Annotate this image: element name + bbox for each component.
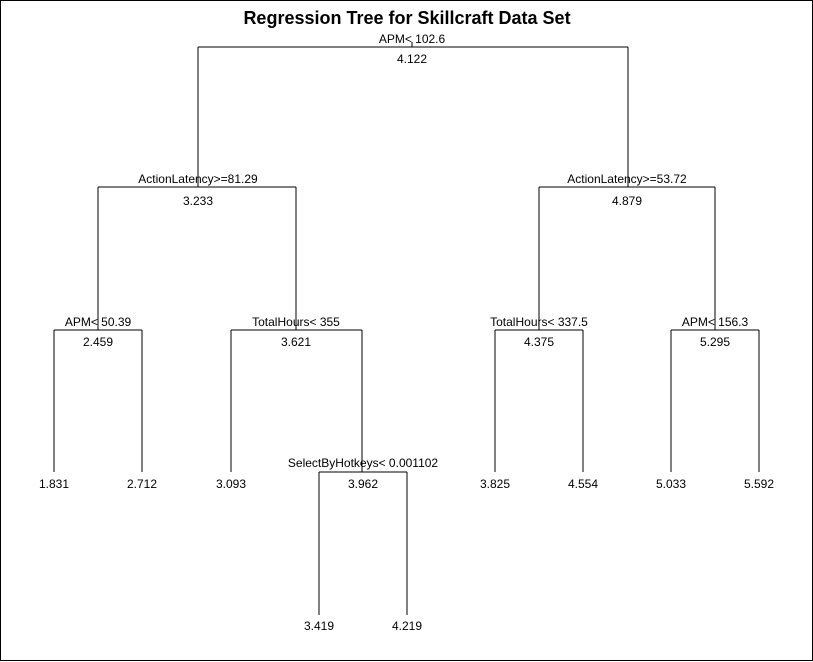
value-rl: 4.375 bbox=[524, 335, 554, 349]
value-ll: 2.459 bbox=[83, 335, 113, 349]
chart-title: Regression Tree for Skillcraft Data Set bbox=[243, 8, 570, 28]
leaf-value: 3.825 bbox=[480, 477, 510, 491]
edge-lr bbox=[230, 329, 363, 472]
edge-lrr bbox=[318, 471, 408, 615]
leaf-value: 2.712 bbox=[127, 477, 157, 491]
leaf-value: 3.093 bbox=[216, 477, 246, 491]
value-rr: 5.295 bbox=[700, 335, 730, 349]
split-lr: TotalHours< 355 bbox=[252, 315, 340, 329]
split-ll: APM< 50.39 bbox=[65, 315, 132, 329]
leaf-value: 3.419 bbox=[304, 619, 334, 633]
value-lr: 3.621 bbox=[281, 335, 311, 349]
value-root: 4.122 bbox=[397, 52, 427, 66]
split-r: ActionLatency>=53.72 bbox=[567, 172, 687, 186]
leaf-value: 5.033 bbox=[656, 477, 686, 491]
edge-root bbox=[197, 42, 629, 187]
edge-rr bbox=[670, 329, 760, 472]
leaf-value: 4.219 bbox=[392, 619, 422, 633]
value-l: 3.233 bbox=[183, 194, 213, 208]
value-lrr: 3.962 bbox=[348, 477, 378, 491]
leaf-value: 1.831 bbox=[39, 477, 69, 491]
split-l: ActionLatency>=81.29 bbox=[138, 172, 258, 186]
edge-rl bbox=[494, 329, 584, 472]
split-rl: TotalHours< 337.5 bbox=[490, 315, 588, 329]
tree-leaves: 1.831 2.712 3.093 3.825 4.554 5.033 5.59… bbox=[39, 477, 774, 633]
split-lrr: SelectByHotkeys< 0.001102 bbox=[288, 456, 439, 470]
edge-ll bbox=[53, 329, 143, 472]
leaf-value: 5.592 bbox=[744, 477, 774, 491]
value-r: 4.879 bbox=[612, 194, 642, 208]
tree-nodes: APM< 102.6 4.122 ActionLatency>=81.29 3.… bbox=[65, 32, 749, 491]
tree-edges bbox=[53, 42, 760, 615]
split-root: APM< 102.6 bbox=[379, 32, 446, 46]
edge-r bbox=[538, 186, 716, 330]
leaf-value: 4.554 bbox=[568, 477, 598, 491]
split-rr: APM< 156.3 bbox=[682, 315, 749, 329]
edge-l bbox=[97, 186, 297, 330]
